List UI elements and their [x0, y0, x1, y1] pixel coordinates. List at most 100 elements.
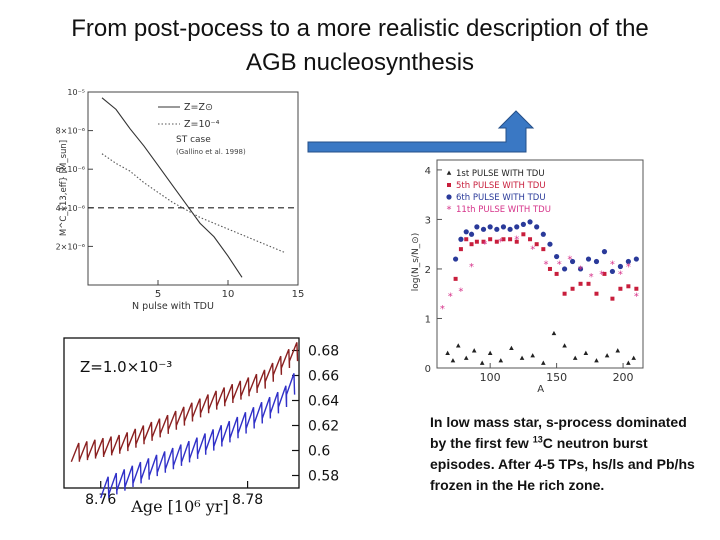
x-tick-label: 150 — [546, 371, 567, 384]
data-point-series-2 — [541, 247, 546, 252]
y-tick-label: 0.64 — [308, 394, 339, 410]
y-tick-label: 0 — [425, 364, 431, 375]
data-point-series-2 — [570, 286, 575, 291]
x-axis-label: A — [537, 384, 544, 395]
x-tick-label: 10 — [222, 289, 235, 300]
y-tick-label: 2 — [425, 265, 431, 276]
x-tick-label: 5 — [155, 289, 161, 300]
data-point-series-1 — [530, 353, 535, 358]
data-point-series-2 — [501, 237, 506, 242]
legend-label-2: Z=10⁻⁴ — [184, 119, 220, 130]
y-axis-label: log(N_s/N_⊙) — [411, 233, 421, 291]
data-point-series-2 — [508, 237, 513, 242]
data-point-series-1 — [615, 348, 621, 353]
data-point-series-4: * — [469, 262, 474, 273]
legend-label-1: Z=Z⊙ — [184, 102, 213, 113]
data-point-series-3 — [480, 226, 487, 232]
data-point-series-2 — [586, 281, 591, 286]
data-point-series-4: * — [618, 269, 623, 280]
connector-arrow — [307, 110, 535, 153]
y-tick-label: 4×10⁻⁶ — [56, 204, 85, 213]
y-tick-label: 4 — [425, 166, 431, 177]
y-tick-label: 8×10⁻⁶ — [56, 127, 85, 136]
slide-title-line-1: From post-pocess to a more realistic des… — [71, 15, 649, 42]
data-point-series-3 — [593, 258, 600, 265]
data-point-series-4: * — [578, 264, 583, 275]
data-point-series-1 — [450, 358, 456, 363]
data-point-series-1 — [631, 355, 636, 360]
data-point-series-4: * — [530, 245, 535, 256]
data-point-series-3 — [585, 256, 592, 262]
chart-c13-pocket: 5 10 15 2×10⁻⁶ 4×10⁻⁶ 6×10⁻⁶ 8×10⁻⁶ 10⁻⁵ N pulse… — [56, 88, 305, 312]
y-tick-label: 0.66 — [308, 369, 339, 385]
data-point-series-2 — [528, 237, 533, 242]
data-point-series-1 — [583, 350, 589, 355]
data-point-series-2 — [610, 296, 615, 301]
legend-marker-2 — [447, 183, 451, 187]
data-point-series-1 — [487, 350, 493, 355]
y-tick-label: 1 — [425, 314, 431, 325]
data-point-series-2 — [458, 247, 463, 252]
y-tick-label: 0.68 — [308, 344, 339, 360]
data-point-series-2 — [521, 232, 526, 237]
metallicity-annotation: Z=1.0×10⁻³ — [80, 358, 172, 376]
slide-caption: In low mass star, s-process dominated by… — [430, 412, 700, 496]
y-tick-label: 6×10⁻⁶ — [56, 165, 85, 174]
slide-title-line-2: AGB nucleosynthesis — [245, 49, 475, 76]
data-point-series-1 — [479, 360, 485, 365]
x-tick-label: 15 — [292, 289, 305, 300]
y-tick-label: 0.62 — [308, 419, 339, 435]
x-axis-label: N pulse with TDU — [132, 301, 214, 312]
data-point-series-1 — [626, 360, 631, 365]
data-point-series-4: * — [482, 240, 487, 251]
data-point-series-4: * — [514, 235, 519, 246]
data-point-series-3 — [569, 258, 576, 265]
legend-box: 1st PULSE WITH TDU 5th PULSE WITH TDU 6t… — [456, 169, 551, 215]
caption-text-1: In low mass star, s-process dominated by… — [430, 414, 687, 451]
data-point-series-4: * — [557, 260, 562, 271]
data-point-series-1 — [551, 330, 557, 336]
x-axis-label: Age [10⁶ yr] — [130, 497, 228, 516]
data-point-series-4: * — [626, 262, 631, 273]
data-point-series-4: * — [589, 272, 594, 283]
data-point-series-3 — [468, 231, 475, 237]
annotation-case: ST case — [176, 135, 211, 145]
data-point-series-2 — [514, 239, 519, 244]
data-point-series-3 — [625, 258, 631, 265]
x-tick-label: 8.76 — [85, 492, 116, 508]
data-point-series-2 — [488, 237, 493, 242]
data-point-series-4: * — [440, 304, 445, 315]
legend-entry-1: 1st PULSE WITH TDU — [456, 169, 545, 179]
caption-text-2: C neutron burst episodes. After 4-5 TPs,… — [430, 435, 695, 493]
legend-entry-4: 11th PULSE WITH TDU — [456, 205, 551, 215]
data-point-series-1 — [604, 353, 610, 358]
data-point-series-2 — [634, 286, 639, 291]
y-tick-label: 0.6 — [308, 444, 330, 460]
data-point-series-3 — [547, 241, 553, 247]
data-point-series-4: * — [448, 292, 453, 303]
data-point-series-4: * — [498, 237, 503, 248]
data-point-series-3 — [617, 263, 624, 270]
data-point-series-2 — [626, 284, 631, 289]
slide-title: From post-pocess to a more realistic des… — [0, 12, 720, 80]
data-point-series-4: * — [567, 255, 572, 266]
x-tick-label: 8.78 — [232, 492, 263, 508]
data-point-series-3 — [527, 219, 533, 225]
data-point-series-2 — [554, 271, 559, 276]
data-point-series-3 — [534, 224, 540, 230]
chart-overabundance-frame — [436, 159, 644, 369]
data-point-series-2 — [547, 266, 552, 271]
data-point-series-4: * — [634, 292, 639, 303]
series-line-2 — [101, 153, 285, 253]
data-point-series-3 — [514, 224, 520, 230]
data-point-series-4: * — [610, 260, 615, 271]
data-point-series-4: * — [599, 269, 604, 280]
data-point-series-3 — [540, 231, 546, 237]
data-point-series-1 — [445, 350, 450, 355]
data-point-series-3 — [601, 249, 608, 255]
chart-overabundance: 1st PULSE WITH TDU 5th PULSE WITH TDU 6t… — [411, 159, 644, 395]
data-point-series-2 — [469, 242, 474, 247]
annotation-reference: (Gallino et al. 1998) — [176, 148, 246, 156]
data-point-series-2 — [453, 276, 458, 281]
